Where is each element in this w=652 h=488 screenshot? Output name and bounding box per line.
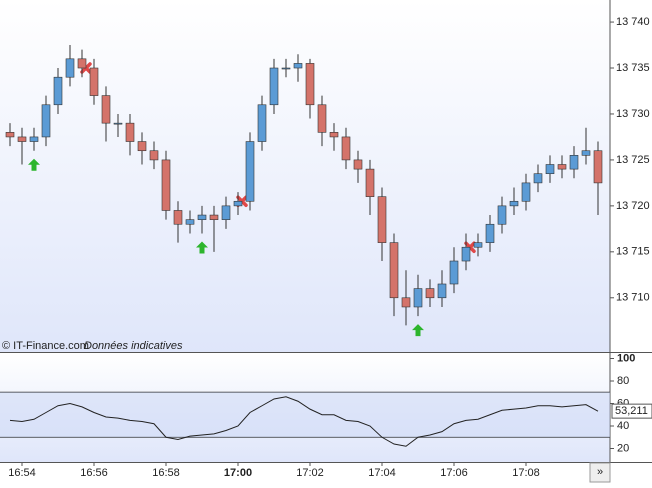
candle-body — [521, 182, 531, 202]
last-value-label: 53,211 — [615, 405, 648, 417]
candle-body — [257, 104, 267, 142]
candle-body — [545, 164, 555, 175]
scroll-icon[interactable]: » — [597, 466, 603, 478]
candle-body — [413, 288, 423, 308]
x-tick-label: 16:56 — [80, 467, 108, 479]
buy-arrow — [196, 241, 208, 254]
candle-body — [569, 155, 579, 170]
x-tick-label: 17:02 — [296, 467, 324, 479]
y-tick-label: 13 735 — [616, 62, 650, 74]
candle-body — [233, 200, 243, 207]
last-value-box — [611, 403, 652, 419]
candle-body — [161, 159, 171, 211]
candle-body — [365, 168, 375, 197]
x-tick-label: 17:00 — [224, 467, 252, 479]
x-tick-label: 17:04 — [368, 467, 396, 479]
x-tick-label: 16:58 — [152, 467, 180, 479]
candle-body — [389, 242, 399, 299]
y-tick-label: 20 — [617, 442, 629, 454]
candle-body — [101, 95, 111, 124]
candle-body — [17, 136, 27, 142]
candle-body — [125, 122, 135, 142]
candle-body — [473, 242, 483, 248]
candle-body — [305, 63, 315, 106]
candle-body — [41, 104, 51, 138]
candle-body — [65, 58, 75, 78]
candle-body — [293, 63, 303, 69]
x-tick-label: 17:08 — [512, 467, 540, 479]
y-tick-label: 80 — [617, 375, 629, 387]
candle-body — [5, 132, 15, 138]
watermark: © IT-Finance.com — [2, 340, 89, 352]
candle-body — [281, 67, 291, 70]
y-tick-label: 100 — [617, 352, 635, 364]
candle-body — [353, 159, 363, 170]
candle-body — [173, 210, 183, 225]
candle-body — [449, 260, 459, 285]
watermark-note: Données indicatives — [84, 340, 183, 352]
candle-body — [197, 214, 207, 220]
candle-body — [329, 132, 339, 138]
x-tick-label: 17:06 — [440, 467, 468, 479]
y-tick-label: 13 730 — [616, 108, 650, 120]
y-tick-label: 13 725 — [616, 154, 650, 166]
rsi-line — [9, 396, 599, 447]
candle-body — [425, 288, 435, 299]
y-tick-label: 13 740 — [616, 16, 650, 28]
x-tick-label: 16:54 — [8, 467, 36, 479]
y-tick-label: 40 — [617, 420, 629, 432]
candle-body — [401, 297, 411, 308]
candle-body — [29, 136, 39, 142]
candle-body — [377, 196, 387, 243]
candle-body — [341, 136, 351, 161]
candle-body — [137, 141, 147, 152]
candle-body — [461, 246, 471, 262]
candle-body — [581, 150, 591, 156]
candle-body — [593, 150, 603, 184]
candle-body — [113, 122, 123, 125]
buy-arrow — [412, 324, 424, 337]
candle-body — [245, 141, 255, 202]
scroll-button[interactable] — [589, 462, 611, 483]
candle-body — [269, 67, 279, 106]
buy-arrow — [28, 158, 40, 171]
candle-body — [437, 283, 447, 299]
candle-body — [221, 205, 231, 220]
candle-body — [485, 223, 495, 243]
y-tick-label: 13 710 — [616, 292, 650, 304]
candle-body — [557, 164, 567, 170]
candle-body — [77, 58, 87, 69]
candle-body — [209, 214, 219, 220]
candle-body — [533, 173, 543, 184]
candle-body — [89, 67, 99, 96]
price-panel — [0, 0, 610, 352]
candle-body — [53, 76, 63, 106]
candle-body — [185, 219, 195, 225]
y-tick-label: 13 715 — [616, 246, 650, 258]
y-tick-label: 13 720 — [616, 200, 650, 212]
candle-body — [497, 205, 507, 225]
rsi-band — [0, 392, 610, 438]
candle-body — [317, 104, 327, 133]
candle-body — [509, 200, 519, 207]
candle-body — [149, 150, 159, 161]
